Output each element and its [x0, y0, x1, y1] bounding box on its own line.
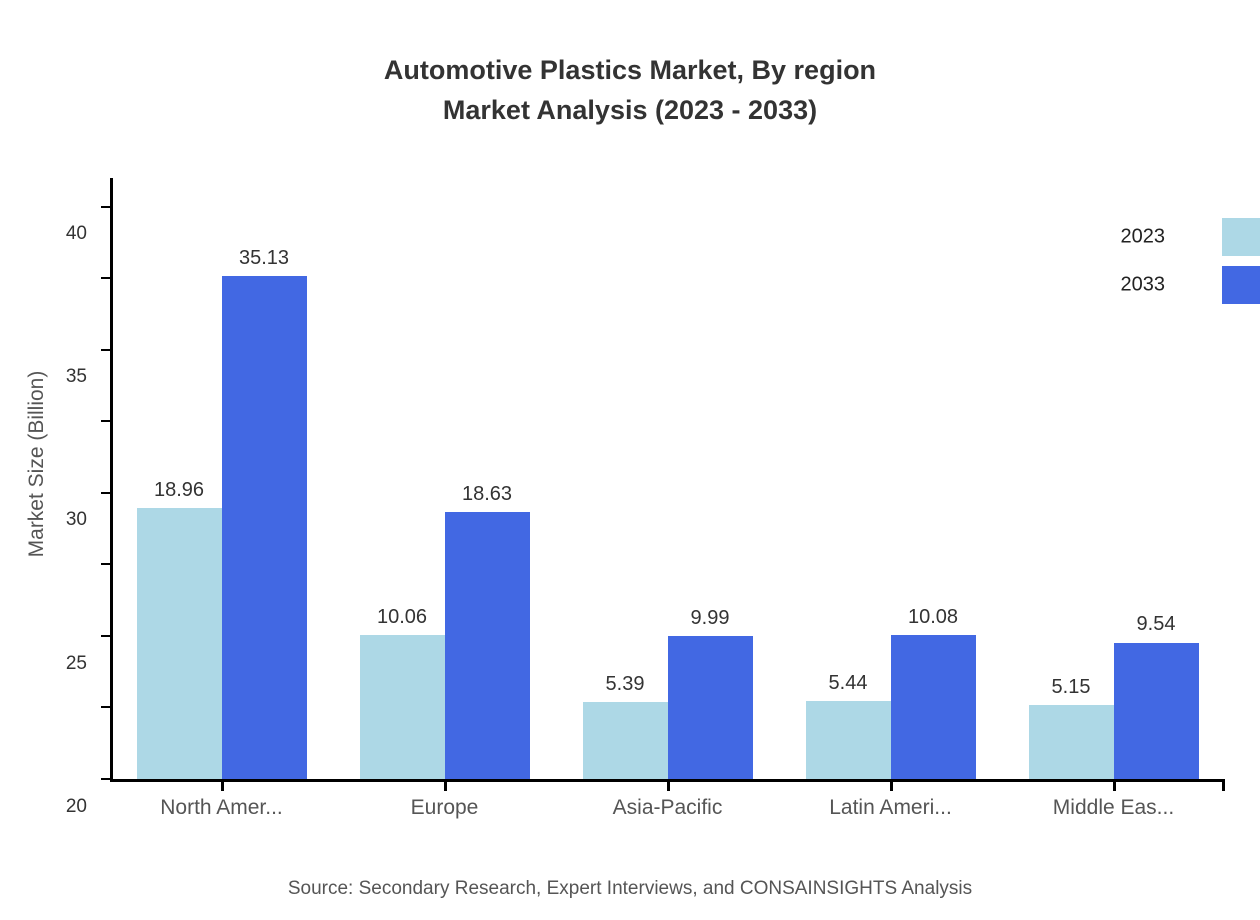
y-tick-label: 20: [65, 795, 87, 817]
x-tick-label: Europe: [410, 796, 479, 819]
y-tick-mark: 5: [101, 706, 110, 709]
bar-value-label: 18.96: [153, 478, 205, 501]
bar-value-label: 5.39: [605, 672, 645, 695]
y-tick-mark: 25: [66, 420, 110, 674]
legend-label: 2033: [1120, 273, 1166, 296]
y-tick-label: 40: [65, 223, 87, 245]
bar-value-label: 35.13: [238, 247, 290, 270]
bar-value-label: 5.15: [1051, 676, 1091, 699]
bar-value-label: 9.54: [1136, 613, 1176, 636]
x-tick-label: Asia-Pacific: [612, 796, 723, 819]
x-tick-mark: [220, 779, 224, 791]
bar-2023-3[interactable]: [805, 701, 891, 779]
bar-2033-2[interactable]: [667, 636, 753, 779]
legend-swatch: [1222, 218, 1260, 256]
y-tick-mark: 10: [101, 634, 110, 637]
y-axis-title: Market Size (Billion): [25, 370, 48, 558]
bar-2033-3[interactable]: [890, 634, 976, 779]
x-tick-label: North Amer...: [160, 796, 283, 819]
chart-title-line2: Market Analysis (2023 - 2033): [442, 95, 818, 125]
legend-label: 2023: [1120, 225, 1166, 248]
x-tick-mark: [666, 779, 670, 791]
plot-area: 0 5 10 15 20 25 30 35 40 North Amer... Europe Asia…: [66, 178, 1225, 819]
y-tick-label: 35: [65, 366, 87, 388]
y-axis-line: [110, 178, 113, 782]
bar-value-label: 5.44: [828, 672, 868, 695]
x-tick-label: Middle Eas...: [1052, 796, 1175, 819]
bar-2023-0[interactable]: [136, 507, 222, 779]
x-tick-label: Latin Ameri...: [829, 796, 952, 819]
y-tick-mark: 20: [66, 491, 110, 817]
bar-value-label: 18.63: [461, 483, 513, 506]
x-tick-mark: [889, 779, 893, 791]
bar-2023-2[interactable]: [582, 701, 668, 779]
bar-2033-1[interactable]: [444, 512, 530, 779]
x-tick-mark: [443, 779, 447, 791]
x-tick-mark: [1112, 779, 1116, 791]
x-tick-mark: [1222, 779, 1225, 791]
y-tick-label: 25: [65, 652, 87, 674]
y-tick-mark: 0: [101, 778, 110, 780]
bar-2023-4[interactable]: [1028, 705, 1114, 779]
bar-value-label: 10.08: [907, 605, 959, 628]
legend-item-2023[interactable]: 2023: [1121, 218, 1260, 256]
chart-title-line1: Automotive Plastics Market, By region: [383, 55, 877, 85]
chart-legend: 2023 2033: [1121, 218, 1260, 310]
bar-value-label: 10.06: [376, 606, 428, 629]
bar-value-label: 9.99: [690, 607, 730, 630]
bar-2023-1[interactable]: [359, 635, 445, 779]
legend-swatch: [1222, 266, 1260, 304]
source-note: Source: Secondary Research, Expert Inter…: [287, 878, 973, 899]
legend-item-2033[interactable]: 2033: [1121, 266, 1260, 304]
y-tick-mark: 30: [66, 348, 110, 530]
y-tick-label: 30: [65, 509, 87, 531]
page-title: Automotive Plastics Market, By region Ma…: [0, 50, 1260, 130]
bar-2033-4[interactable]: [1113, 642, 1199, 779]
y-tick-mark: 40: [66, 205, 110, 244]
y-tick-mark: 15: [101, 563, 110, 566]
bar-2033-0[interactable]: [221, 276, 307, 779]
y-tick-mark: 35: [66, 277, 110, 387]
